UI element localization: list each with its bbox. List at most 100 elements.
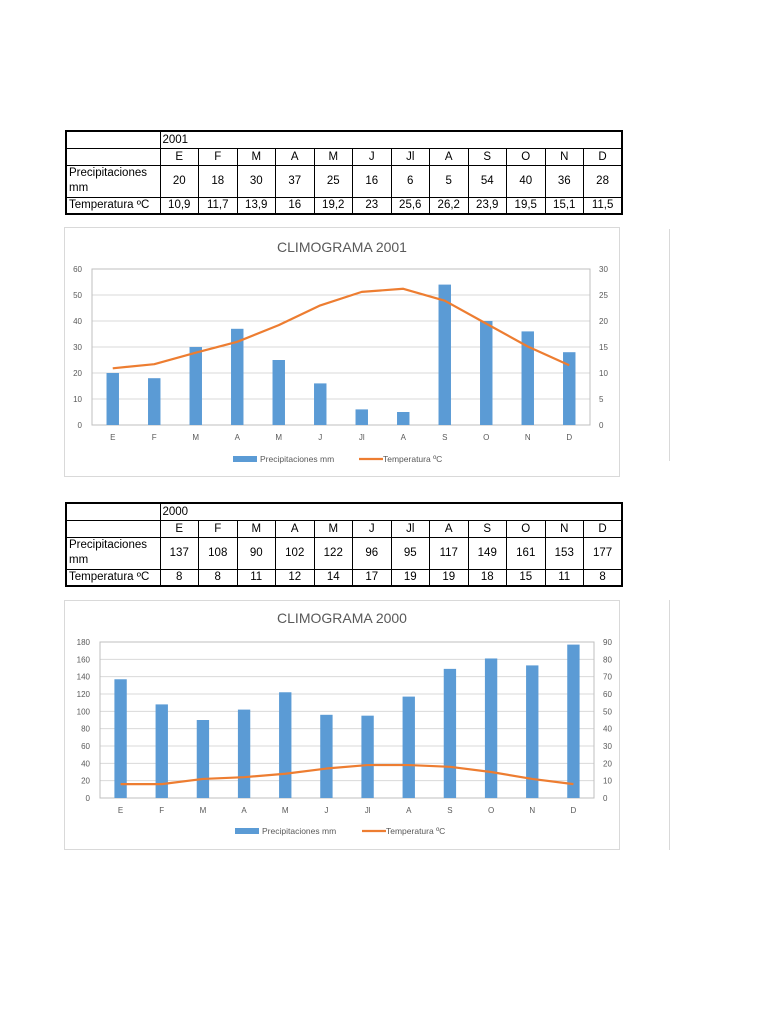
temp-cell: 17 — [352, 568, 392, 587]
y-tick-label: 0 — [86, 794, 91, 803]
y2-tick-label: 40 — [603, 725, 612, 734]
temp-row-label: Temperatura ºC — [65, 196, 161, 215]
x-tick-label: A — [235, 433, 241, 442]
precip-bar — [114, 679, 127, 798]
precip-cell: 117 — [429, 536, 469, 570]
months-row: E F M A M J Jl A S O N D — [65, 519, 623, 538]
precip-cell: 122 — [313, 536, 353, 570]
temp-cell: 19,2 — [313, 196, 353, 215]
temp-cell: 8 — [583, 568, 623, 587]
x-tick-label: A — [401, 433, 407, 442]
climate-table-2001: 2001 E F M A M J Jl A S O N D Precipitaciones mm 20… — [65, 130, 624, 215]
x-tick-label: E — [118, 806, 123, 815]
x-tick-label: M — [282, 806, 289, 815]
x-tick-label: D — [566, 433, 572, 442]
table-corner — [65, 502, 161, 521]
precip-cell: 28 — [583, 164, 623, 198]
precip-row-label: Precipitaciones mm — [65, 536, 161, 570]
chart-title: CLIMOGRAMA 2000 — [277, 610, 407, 626]
precip-cell: 36 — [544, 164, 584, 198]
month-cell: E — [159, 519, 199, 538]
temp-cell: 26,2 — [429, 196, 469, 215]
chart-title: CLIMOGRAMA 2001 — [277, 239, 407, 255]
precip-cell: 161 — [506, 536, 546, 570]
month-cell: Jl — [390, 519, 430, 538]
table-corner — [65, 130, 161, 149]
month-cell: N — [544, 519, 584, 538]
x-tick-label: M — [275, 433, 282, 442]
precip-bar — [355, 409, 368, 425]
month-cell: F — [198, 147, 238, 166]
y2-tick-label: 30 — [599, 265, 608, 274]
temp-cell: 8 — [198, 568, 238, 587]
temp-cell: 19,5 — [506, 196, 546, 215]
month-cell: J — [352, 147, 392, 166]
x-tick-label: S — [447, 806, 452, 815]
y-tick-label: 20 — [73, 369, 82, 378]
precip-row: Precipitaciones mm 137 108 90 102 122 96 95 117… — [65, 536, 623, 570]
x-tick-label: M — [192, 433, 199, 442]
y-tick-label: 30 — [73, 343, 82, 352]
temp-cell: 14 — [313, 568, 353, 587]
y2-tick-label: 80 — [603, 655, 612, 664]
precip-bar — [196, 720, 210, 798]
precip-cell: 20 — [159, 164, 199, 198]
x-tick-label: N — [529, 806, 535, 815]
y-tick-label: 60 — [81, 742, 90, 751]
precip-bar — [155, 704, 168, 798]
y2-tick-label: 15 — [599, 343, 608, 352]
precip-cell: 5 — [429, 164, 469, 198]
year-row: 2000 — [65, 502, 623, 521]
y2-tick-label: 0 — [599, 421, 604, 430]
precip-bar — [563, 352, 576, 425]
x-tick-label: Jl — [365, 806, 371, 815]
precip-cell: 54 — [467, 164, 507, 198]
precip-bar — [279, 692, 292, 798]
precip-cell: 16 — [352, 164, 392, 198]
x-tick-label: N — [525, 433, 531, 442]
temp-cell: 8 — [159, 568, 199, 587]
precip-cell: 102 — [275, 536, 315, 570]
precip-bar — [189, 347, 202, 425]
x-tick-label: A — [241, 806, 247, 815]
x-tick-label: J — [324, 806, 328, 815]
precip-bar — [106, 373, 119, 425]
temp-cell: 15,1 — [544, 196, 584, 215]
precip-bar — [438, 284, 451, 425]
precip-bar — [231, 328, 244, 425]
precip-bar — [148, 378, 161, 425]
month-cell: A — [275, 519, 315, 538]
precip-bar — [320, 714, 333, 798]
month-cell: D — [583, 519, 623, 538]
temp-cell: 10,9 — [159, 196, 199, 215]
months-row: E F M A M J Jl A S O N D — [65, 147, 623, 166]
months-label-cell — [65, 147, 161, 166]
precip-bar — [480, 321, 493, 425]
y2-tick-label: 60 — [603, 690, 612, 699]
legend-label-precip: Precipitaciones mm — [260, 454, 334, 464]
temp-cell: 23,9 — [467, 196, 507, 215]
precip-bar — [443, 668, 457, 798]
y-tick-label: 0 — [78, 421, 83, 430]
temp-cell: 16 — [275, 196, 315, 215]
month-cell: A — [429, 147, 469, 166]
temp-cell: 11 — [544, 568, 584, 587]
climogram-2000: CLIMOGRAMA 2000 0 20 40 60 80 100 120 140 160 180 0… — [77, 610, 613, 836]
page-divider — [669, 600, 670, 850]
precip-bar — [237, 709, 251, 798]
chart-2000-frame: CLIMOGRAMA 2000 0 20 40 60 80 100 120 140 160 180 0… — [64, 600, 620, 850]
precip-cell: 37 — [275, 164, 315, 198]
x-tick-label: A — [406, 806, 412, 815]
temperature-line — [112, 287, 570, 370]
month-cell: O — [506, 519, 546, 538]
month-cell: M — [313, 147, 353, 166]
precip-bar — [272, 360, 285, 425]
x-tick-label: O — [488, 806, 494, 815]
precip-cell: 153 — [544, 536, 584, 570]
precip-bar — [402, 696, 415, 798]
y-tick-label: 180 — [77, 638, 91, 647]
temp-row-label: Temperatura ºC — [65, 568, 161, 587]
precip-bar — [314, 383, 327, 425]
plot-area — [99, 641, 595, 799]
precip-bar — [521, 331, 534, 425]
